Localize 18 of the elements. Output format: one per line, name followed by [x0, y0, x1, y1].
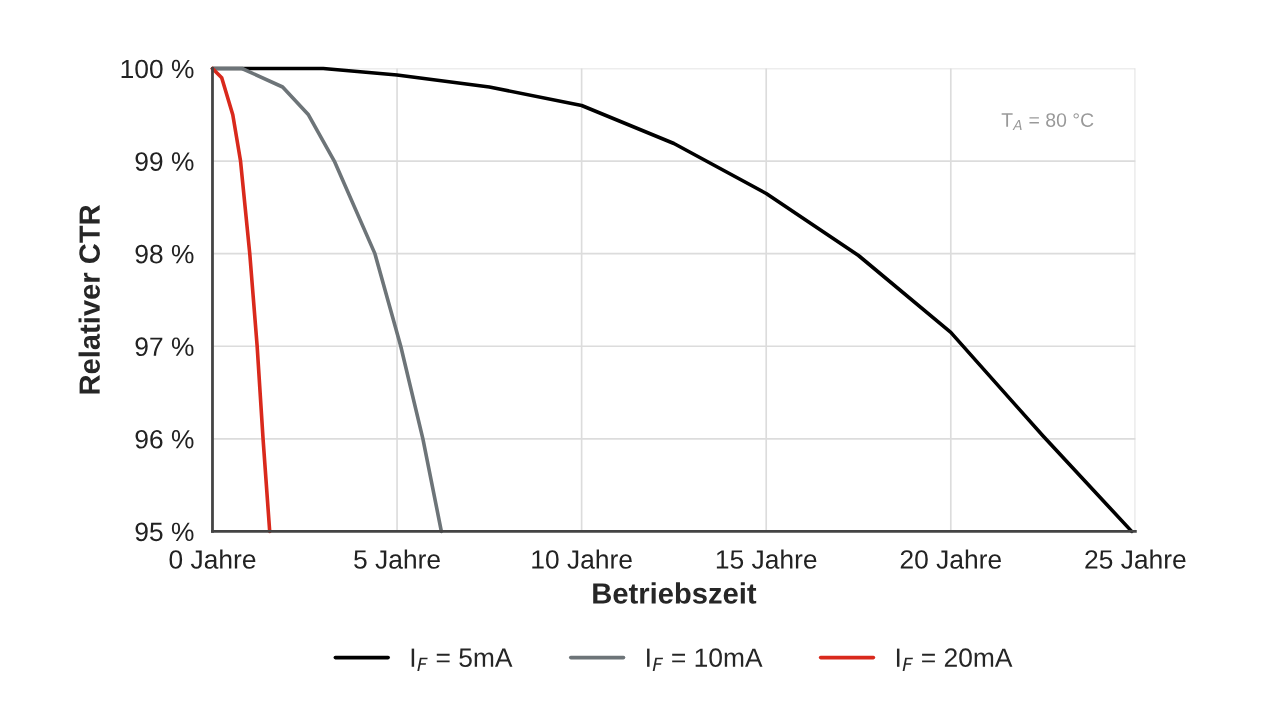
annotation: T$_{A}$ = 80 °C: [1001, 113, 1094, 130]
y-tick-label: 100 %: [121, 59, 194, 79]
y-axis-title: Relativer CTR: [78, 204, 100, 394]
legend-label: I$_{F}$ = 10mA: [647, 648, 763, 672]
x-tick-label: 15 Jahre: [716, 549, 817, 569]
x-tick-label: 0 Jahre: [169, 549, 256, 569]
legend-label: I$_{F}$ = 5mA: [411, 648, 513, 672]
x-tick-label: 5 Jahre: [354, 549, 440, 569]
x-tick-label: 10 Jahre: [532, 549, 632, 569]
y-tick-label: 95 %: [135, 522, 194, 542]
y-tick-label: 97 %: [135, 337, 194, 357]
x-axis-title: Betriebszeit: [593, 582, 757, 604]
y-tick-label: 98 %: [135, 244, 194, 264]
y-tick-label: 96 %: [135, 429, 194, 449]
legend-label: I$_{F}$ = 20mA: [896, 648, 1013, 672]
y-tick-label: 99 %: [135, 152, 194, 171]
x-tick-label: 25 Jahre: [1085, 549, 1186, 569]
x-tick-label: 20 Jahre: [900, 549, 1001, 569]
